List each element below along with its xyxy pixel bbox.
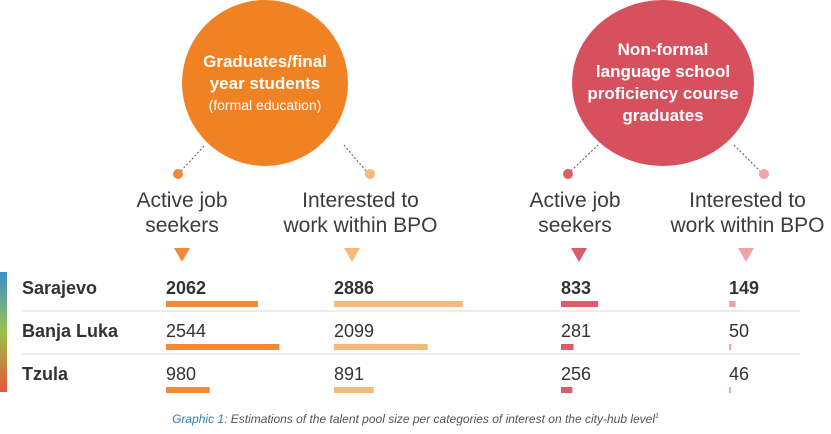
caption-text: Estimations of the talent pool size per … — [227, 412, 656, 426]
column-header-interested-bpo-2: Interested to work within BPO — [670, 189, 825, 237]
bar-1-tzula — [166, 387, 210, 393]
column-header-active-job-seekers-1: Active job seekers — [136, 189, 228, 237]
value-label: 833 — [561, 278, 592, 298]
value-label: 281 — [561, 321, 592, 341]
value-label: 149 — [729, 278, 760, 298]
caption-lead: Graphic 1: — [172, 412, 228, 426]
bar-3-sarajevo — [561, 301, 599, 307]
bar-3-tzula — [561, 387, 573, 393]
graduates-circle-subtitle: (formal education) — [208, 97, 322, 113]
bar-1-banja-luka — [166, 344, 280, 350]
bar-2-banja-luka — [334, 344, 428, 350]
connector-line-1 — [180, 144, 206, 172]
connector-dot-4 — [759, 169, 769, 179]
column-header-active-job-seekers-2: Active job seekers — [529, 189, 621, 237]
bar-4-banja-luka — [729, 344, 732, 350]
city-label-sarajevo: Sarajevo — [22, 278, 98, 298]
value-label: 980 — [166, 364, 197, 384]
triangle-marker-4 — [738, 248, 754, 262]
bar-4-tzula — [729, 387, 732, 393]
non-formal-circle: Non-formal language school proficiency c… — [572, 0, 754, 166]
caption-footnote: 1 — [655, 413, 659, 420]
connector-line-2 — [343, 144, 367, 172]
bar-4-sarajevo — [729, 301, 736, 307]
non-formal-circle-title: Non-formal language school proficiency c… — [587, 40, 739, 125]
value-label: 2099 — [334, 321, 375, 341]
value-label: 2062 — [166, 278, 207, 298]
value-label: 2886 — [334, 278, 375, 298]
graduates-circle-title: Graduates/final year students — [203, 52, 327, 93]
connector-line-4 — [733, 144, 761, 172]
connector-line-3 — [570, 144, 599, 172]
triangle-marker-3 — [571, 248, 587, 262]
value-label: 46 — [729, 364, 750, 384]
bar-2-sarajevo — [334, 301, 463, 307]
bar-2-tzula — [334, 387, 374, 393]
value-label: 50 — [729, 321, 750, 341]
triangle-marker-2 — [344, 248, 360, 262]
connector-dot-2 — [365, 169, 375, 179]
value-label: 2544 — [166, 321, 207, 341]
value-label: 256 — [561, 364, 592, 384]
value-label: 891 — [334, 364, 365, 384]
bar-1-sarajevo — [166, 301, 258, 307]
city-label-tuzla: Tzula — [22, 364, 69, 384]
connector-dot-1 — [173, 169, 183, 179]
connector-dot-3 — [563, 169, 573, 179]
city-label-banja-luka: Banja Luka — [22, 321, 119, 341]
side-gradient-strip — [0, 272, 7, 392]
triangle-marker-1 — [174, 248, 190, 262]
figure-caption: Graphic 1: Estimations of the talent poo… — [0, 412, 831, 426]
graduates-circle: Graduates/final year students (formal ed… — [182, 0, 348, 166]
column-header-interested-bpo-1: Interested to work within BPO — [283, 189, 438, 237]
bar-3-banja-luka — [561, 344, 574, 350]
